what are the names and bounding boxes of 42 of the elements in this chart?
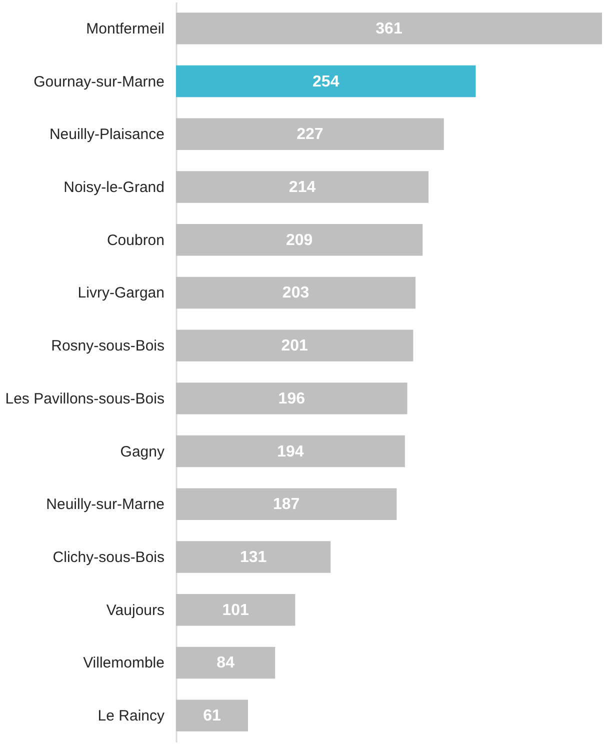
data-label: 227: [296, 126, 324, 144]
data-label: 214: [288, 179, 316, 196]
y-tick-label: Le Raincy: [98, 708, 165, 725]
y-tick-label: Villemomble: [83, 654, 164, 672]
bar: [176, 541, 331, 573]
data-label: 196: [278, 390, 306, 408]
y-tick-label: Les Pavillons-sous-Bois: [5, 390, 164, 408]
bar: [176, 435, 405, 468]
bar: [176, 276, 416, 309]
data-label: 131: [240, 549, 267, 566]
data-label: 209: [286, 232, 313, 249]
data-label: 254: [312, 73, 340, 90]
data-label: 84: [216, 654, 235, 672]
y-tick-label: Noisy-le-Grand: [64, 179, 164, 196]
bar: [176, 330, 414, 362]
data-label: 361: [376, 20, 402, 38]
y-tick-label: Gagny: [120, 443, 165, 460]
bar: [176, 171, 429, 203]
y-tick-label: Neuilly-sur-Marne: [46, 496, 164, 514]
y-tick-label: Coubron: [106, 232, 164, 249]
bar: [176, 488, 397, 520]
bar: [176, 65, 476, 98]
y-tick-label: Montfermeil: [86, 20, 164, 38]
y-tick-label: Vaujours: [106, 602, 164, 619]
data-label: 101: [222, 602, 250, 619]
bar: [176, 12, 602, 44]
data-label: 203: [282, 284, 310, 302]
bar: [176, 594, 296, 626]
y-tick-label: Rosny-sous-Bois: [51, 338, 164, 355]
y-tick-label: Gournay-sur-Marne: [34, 73, 164, 90]
y-tick-label: Clichy-sous-Bois: [52, 549, 164, 566]
data-label: 61: [203, 708, 221, 725]
data-label: 194: [277, 443, 304, 460]
bar: [176, 700, 248, 732]
bar: [176, 224, 423, 256]
bar: [176, 118, 444, 150]
data-label: 187: [272, 496, 300, 514]
bar: [176, 646, 276, 679]
y-tick-label: Livry-Gargan: [78, 284, 164, 302]
y-tick-label: Neuilly-Plaisance: [49, 126, 164, 144]
bar: [176, 382, 408, 414]
data-label: 201: [281, 338, 308, 355]
